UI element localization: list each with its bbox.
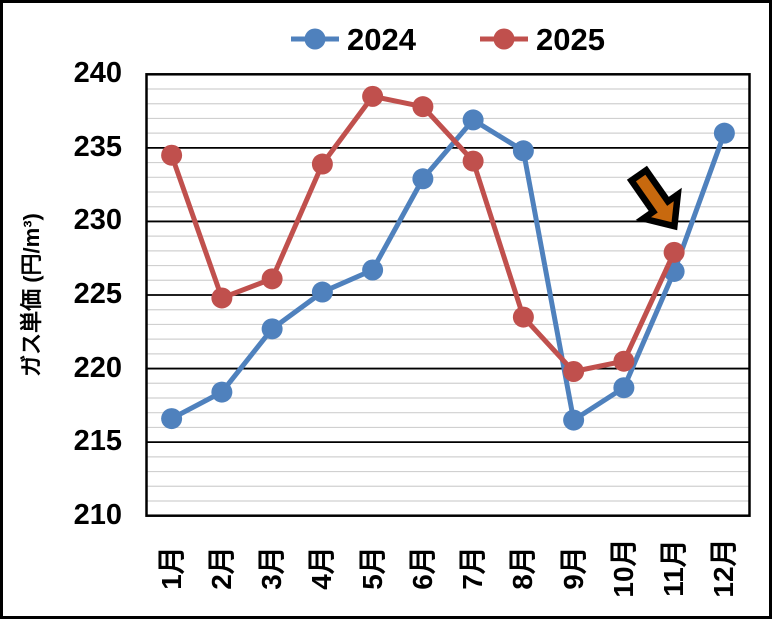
data-point-2024-3月: [261, 318, 283, 340]
data-point-2024-5月: [362, 259, 384, 281]
data-point-2025-8月: [512, 306, 534, 328]
x-tick-label-12月: 12月: [708, 538, 740, 598]
series-line-2024: [170, 117, 727, 423]
annotation-arrow-icon: [626, 165, 682, 231]
series-line-2025: [169, 93, 677, 375]
y-tick-label: 230: [73, 204, 122, 237]
data-point-2025-4月: [311, 153, 333, 175]
data-point-2024-12月: [713, 122, 735, 144]
y-axis-title: ガス単価 (円/m³): [19, 213, 44, 377]
x-tick-label-9月: 9月: [557, 546, 589, 590]
data-point-2025-1月: [161, 144, 183, 166]
legend-marker-2025-icon: [480, 27, 528, 51]
x-tick-label-4月: 4月: [306, 546, 338, 590]
y-tick-label: 225: [73, 277, 122, 310]
data-point-2025-7月: [462, 150, 484, 172]
x-tick-label-7月: 7月: [457, 546, 489, 590]
y-tick-label: 235: [73, 130, 122, 163]
data-point-2025-9月: [563, 361, 585, 383]
data-point-2024-6月: [412, 168, 434, 190]
data-point-2024-4月: [311, 281, 333, 303]
legend-item-2024: 2024: [291, 24, 416, 55]
y-tick-label: 220: [73, 351, 122, 384]
data-point-2025-5月: [362, 85, 384, 107]
data-point-2024-2月: [211, 381, 233, 403]
data-point-2024-7月: [462, 109, 484, 131]
x-tick-label-11月: 11月: [658, 539, 690, 597]
legend-marker-2024-icon: [291, 27, 340, 51]
x-tick-label-10月: 10月: [607, 538, 639, 598]
legend-label-2024: 2024: [347, 21, 416, 57]
data-point-2025-11月: [663, 241, 685, 263]
legend-label-2025: 2025: [536, 21, 605, 57]
data-point-2025-3月: [261, 268, 283, 290]
x-tick-label-3月: 3月: [256, 546, 288, 590]
y-tick-label: 210: [73, 498, 122, 531]
x-tick-label-6月: 6月: [406, 546, 438, 590]
data-point-2025-10月: [613, 350, 635, 372]
data-point-2025-6月: [412, 96, 434, 118]
x-tick-label-8月: 8月: [507, 546, 539, 590]
x-tick-label-1月: 1月: [155, 546, 187, 590]
data-point-2024-9月: [563, 409, 585, 431]
data-point-2025-2月: [211, 287, 233, 309]
y-tick-label: 215: [73, 425, 122, 458]
x-tick-label-5月: 5月: [356, 546, 388, 590]
x-tick-label-2月: 2月: [205, 546, 237, 590]
data-point-2024-1月: [161, 408, 183, 430]
plot-border: [145, 73, 751, 517]
data-point-2024-8月: [512, 140, 534, 162]
legend-item-2025: 2025: [480, 24, 605, 55]
legend: 2024 2025: [146, 16, 750, 62]
y-tick-label: 240: [73, 57, 122, 90]
data-point-2024-10月: [613, 377, 635, 399]
